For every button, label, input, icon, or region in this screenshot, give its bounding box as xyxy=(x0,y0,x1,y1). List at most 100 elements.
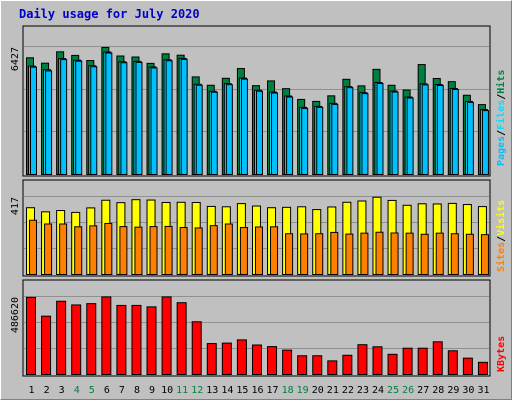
sites-bar-12 xyxy=(194,227,203,275)
kbytes-bar-27 xyxy=(417,347,428,376)
x-tick-label-2: 2 xyxy=(44,385,50,396)
kbytes-bar-20 xyxy=(312,355,323,376)
sites-bar-24 xyxy=(375,231,384,276)
x-tick-label-5: 5 xyxy=(89,385,95,396)
kbytes-bar-4 xyxy=(71,304,82,375)
pages-bar-2 xyxy=(45,70,53,175)
sites-ymax-label: 417 xyxy=(10,197,21,215)
x-tick-label-31: 31 xyxy=(477,385,489,396)
sites-bar-26 xyxy=(405,232,414,275)
sites-bar-13 xyxy=(209,225,218,275)
sites-bar-10 xyxy=(164,225,173,275)
legend-pages-files-hits: Pages/Files/Hits xyxy=(495,70,507,166)
sites-bar-30 xyxy=(465,233,474,276)
x-tick-label-30: 30 xyxy=(462,385,474,396)
kbytes-ymax-label: 486620 xyxy=(10,297,21,333)
pages-bar-31 xyxy=(481,110,489,175)
kbytes-bar-22 xyxy=(342,354,353,376)
kbytes-bar-5 xyxy=(86,303,97,375)
sites-bar-21 xyxy=(330,231,339,275)
x-tick-label-28: 28 xyxy=(432,385,444,396)
pages-bar-7 xyxy=(120,62,128,175)
x-tick-label-3: 3 xyxy=(59,385,65,396)
pages-bar-3 xyxy=(60,59,68,175)
pages-bar-12 xyxy=(195,84,203,175)
pages-bar-21 xyxy=(331,103,339,175)
x-tick-label-24: 24 xyxy=(372,385,384,396)
sites-bar-15 xyxy=(239,227,248,275)
sites-bar-20 xyxy=(315,233,324,275)
kbytes-bar-26 xyxy=(402,347,413,376)
kbytes-bar-8 xyxy=(131,304,142,375)
pages-bar-29 xyxy=(451,88,459,175)
chart-title: Daily usage for July 2020 xyxy=(19,7,200,21)
hits-ymax-label: 6427 xyxy=(10,47,21,71)
kbytes-bar-14 xyxy=(221,342,232,375)
x-tick-label-18: 18 xyxy=(282,385,294,396)
pages-bar-30 xyxy=(466,101,474,175)
x-tick-label-27: 27 xyxy=(417,385,429,396)
pages-bar-23 xyxy=(361,93,369,175)
pages-bar-5 xyxy=(90,66,98,175)
pages-bar-1 xyxy=(30,66,37,175)
kbytes-bar-3 xyxy=(56,300,67,375)
sites-bar-3 xyxy=(59,223,68,275)
x-tick-label-16: 16 xyxy=(251,385,263,396)
sites-bar-8 xyxy=(134,226,143,275)
x-tick-label-8: 8 xyxy=(134,385,140,396)
x-tick-label-21: 21 xyxy=(327,385,339,396)
x-tick-label-7: 7 xyxy=(119,385,125,396)
kbytes-bar-16 xyxy=(251,344,262,376)
pages-bar-4 xyxy=(75,60,83,175)
pages-bar-26 xyxy=(406,97,414,175)
sites-bar-4 xyxy=(74,226,83,275)
legend-kbytes: KBytes xyxy=(496,336,507,372)
sites-bar-23 xyxy=(360,232,369,275)
kbytes-bar-15 xyxy=(236,339,247,375)
kbytes-bar-17 xyxy=(267,346,278,375)
sites-bar-7 xyxy=(119,226,128,276)
pages-bar-6 xyxy=(105,52,113,175)
pages-bar-27 xyxy=(421,84,429,175)
sites-bar-6 xyxy=(104,222,113,276)
x-tick-label-23: 23 xyxy=(357,385,369,396)
x-tick-label-22: 22 xyxy=(342,385,354,396)
sites-bar-19 xyxy=(300,233,309,275)
kbytes-bar-6 xyxy=(101,296,112,375)
x-tick-label-15: 15 xyxy=(236,385,248,396)
legend-sites-visits: Sites/Visits xyxy=(495,200,507,272)
pages-bar-13 xyxy=(210,91,218,175)
pages-bar-18 xyxy=(286,96,294,175)
x-tick-label-6: 6 xyxy=(104,385,110,396)
x-tick-label-25: 25 xyxy=(387,385,399,396)
pages-bar-9 xyxy=(150,67,158,175)
x-tick-label-29: 29 xyxy=(447,385,459,396)
sites-bar-16 xyxy=(254,226,263,276)
x-tick-label-19: 19 xyxy=(297,385,309,396)
sites-bar-1 xyxy=(29,219,37,276)
x-tick-label-4: 4 xyxy=(74,385,80,396)
x-tick-label-14: 14 xyxy=(221,385,233,396)
x-tick-label-1: 1 xyxy=(29,385,35,396)
sites-bar-17 xyxy=(270,226,279,275)
kbytes-bar-7 xyxy=(116,304,127,375)
x-tick-label-10: 10 xyxy=(161,385,173,396)
kbytes-bar-12 xyxy=(191,321,202,375)
kbytes-bar-10 xyxy=(161,296,172,375)
kbytes-bar-23 xyxy=(357,344,368,376)
x-tick-label-11: 11 xyxy=(176,385,188,396)
pages-bar-28 xyxy=(436,84,444,175)
pages-bar-8 xyxy=(135,61,143,175)
pages-bar-11 xyxy=(180,58,188,176)
kbytes-bar-21 xyxy=(327,360,338,375)
pages-bar-19 xyxy=(301,107,309,175)
kbytes-bar-25 xyxy=(387,353,398,375)
x-tick-label-20: 20 xyxy=(312,385,324,396)
sites-bar-2 xyxy=(44,223,53,275)
kbytes-bar-13 xyxy=(206,343,217,375)
pages-bar-16 xyxy=(255,90,263,175)
x-tick-label-12: 12 xyxy=(191,385,203,396)
kbytes-bar-1 xyxy=(26,296,36,375)
x-tick-label-17: 17 xyxy=(267,385,279,396)
